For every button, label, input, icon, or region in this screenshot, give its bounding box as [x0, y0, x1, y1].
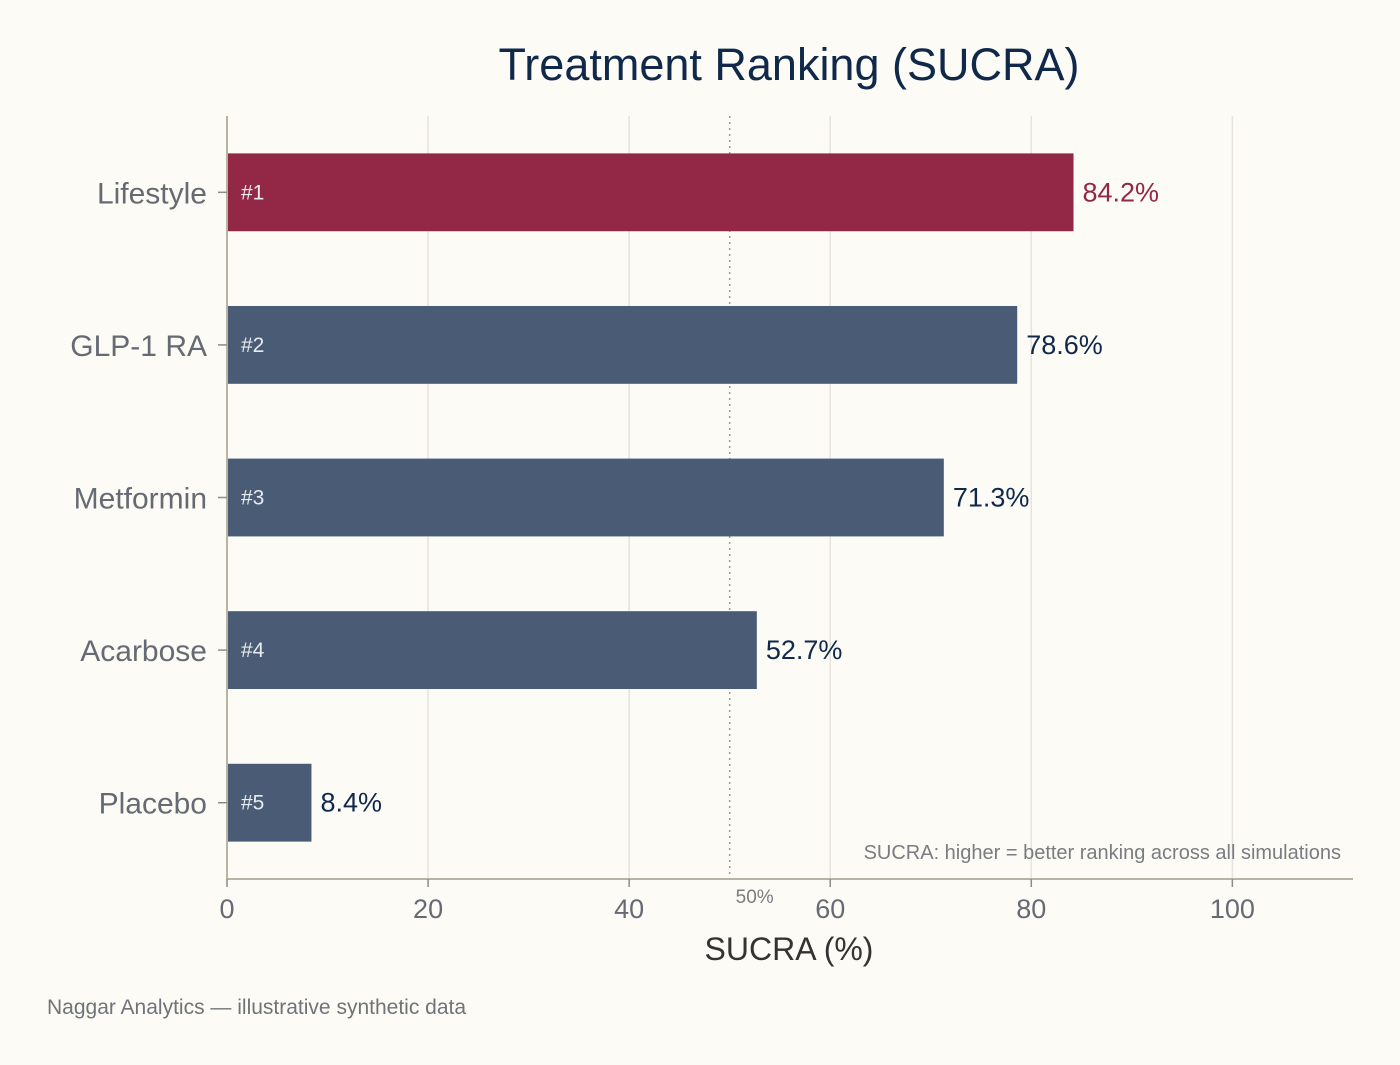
- bar-acarbose: [227, 611, 757, 690]
- value-label-acarbose: 52.7%: [766, 635, 843, 665]
- value-label-lifestyle: 84.2%: [1083, 177, 1160, 207]
- footer-credit: Naggar Analytics — illustrative syntheti…: [47, 996, 466, 1019]
- reference-line-label: 50%: [736, 887, 774, 908]
- category-labels: Lifestyle GLP-1 RA Metformin Acarbose Placeb…: [70, 177, 227, 821]
- category-label-glp-1-ra: GLP-1 RA: [70, 330, 207, 363]
- category-label-placebo: Placebo: [99, 788, 207, 821]
- value-label-glp-1-ra: 78.6%: [1026, 330, 1103, 360]
- bar-placebo: [227, 763, 312, 842]
- rank-label-acarbose: #4: [241, 639, 265, 662]
- bar-glp-1-ra: [227, 305, 1018, 384]
- rank-label-metformin: #3: [241, 487, 264, 510]
- category-label-acarbose: Acarbose: [80, 635, 207, 668]
- bar-metformin: [227, 458, 944, 537]
- x-tick-label-20: 20: [413, 894, 443, 924]
- chart-note: SUCRA: higher = better ranking across al…: [864, 842, 1341, 864]
- category-label-metformin: Metformin: [74, 483, 207, 516]
- value-label-metformin: 71.3%: [953, 483, 1030, 513]
- x-tick-label-40: 40: [614, 894, 644, 924]
- rank-label-placebo: #5: [241, 792, 264, 815]
- chart-title: Treatment Ranking (SUCRA): [498, 39, 1079, 90]
- x-tick-label-0: 0: [219, 894, 234, 924]
- x-tick-label-100: 100: [1210, 894, 1255, 924]
- x-tick-labels: 0 20 40 60 80 100: [219, 879, 1255, 924]
- category-label-lifestyle: Lifestyle: [97, 177, 207, 210]
- rank-label-lifestyle: #1: [241, 181, 264, 204]
- x-tick-label-80: 80: [1016, 894, 1046, 924]
- value-label-placebo: 8.4%: [320, 788, 382, 818]
- bars: #1 84.2% #2 78.6% #3 71.3% #4 52.7% #5 8.4%: [227, 153, 1160, 842]
- x-tick-label-60: 60: [815, 894, 845, 924]
- bar-lifestyle: [227, 153, 1074, 232]
- rank-label-glp-1-ra: #2: [241, 334, 264, 357]
- x-axis-label: SUCRA (%): [705, 931, 874, 967]
